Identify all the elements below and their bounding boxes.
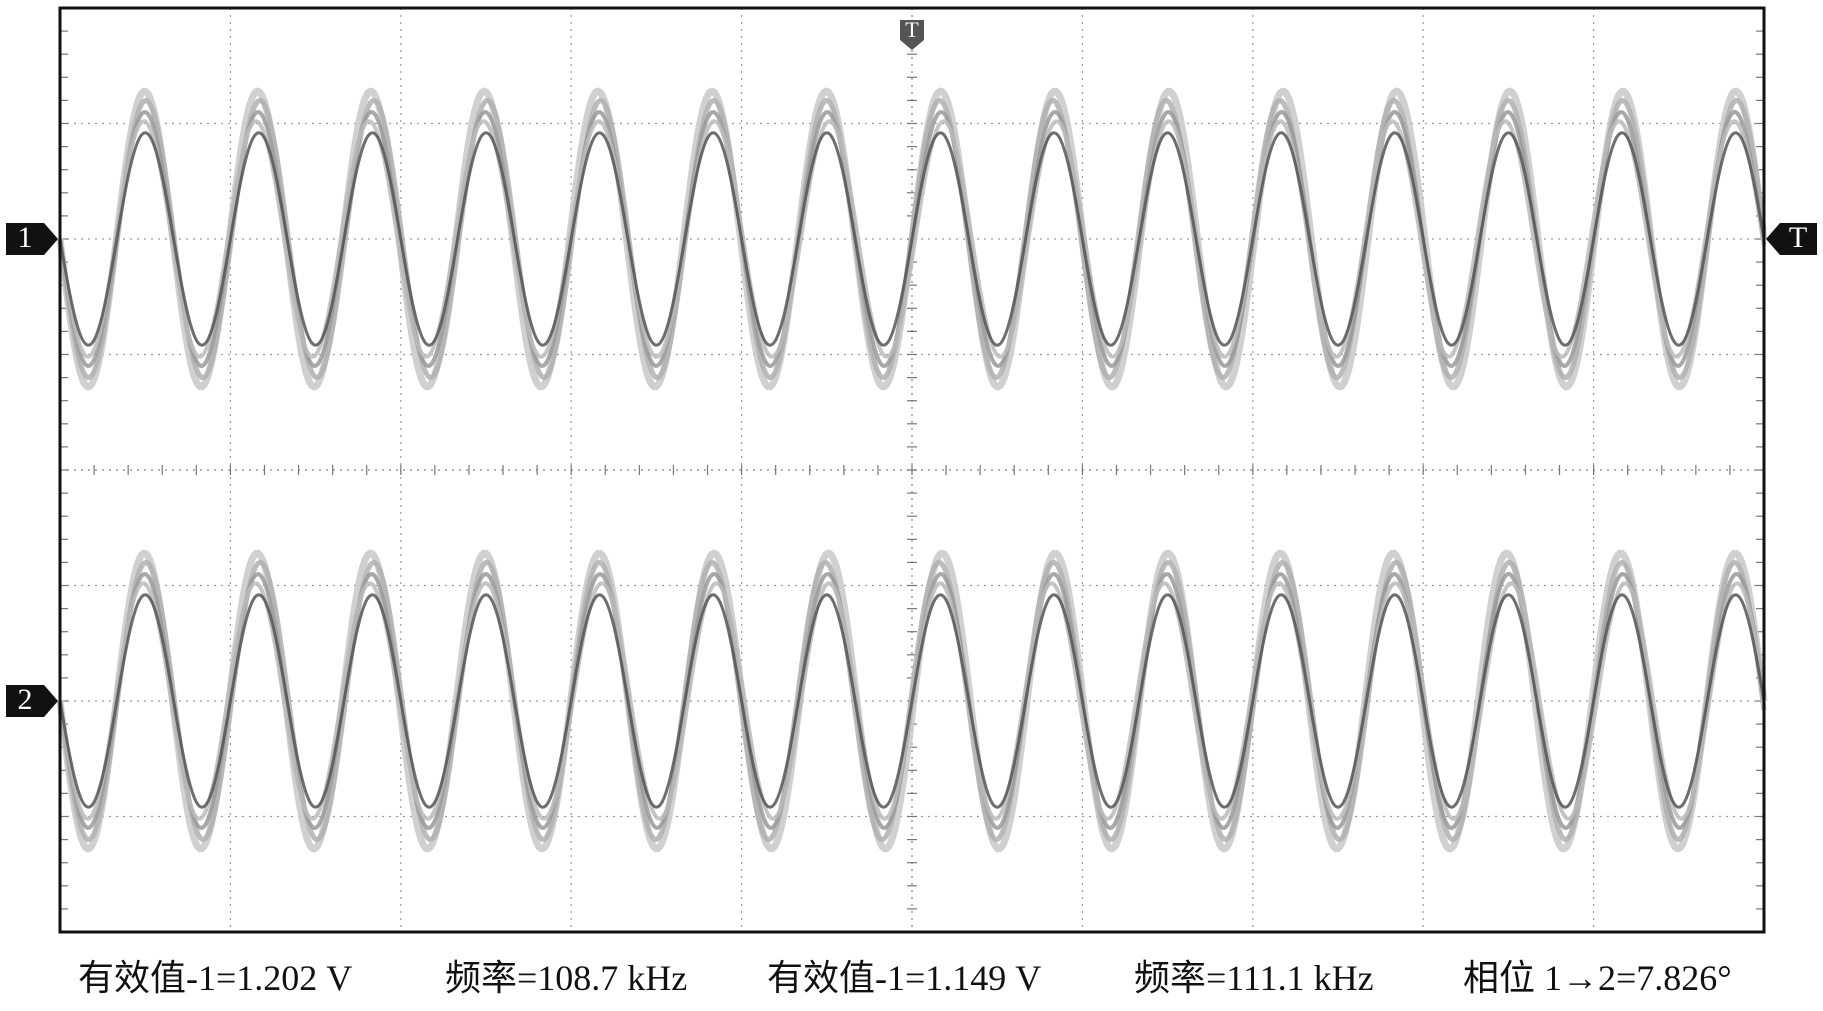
channel-1-marker: 1 bbox=[6, 221, 58, 255]
trigger-position-marker: T bbox=[900, 17, 924, 50]
waveforms bbox=[56, 87, 1768, 853]
marker-label: T bbox=[905, 17, 919, 42]
channel-2-marker: 2 bbox=[6, 683, 58, 717]
marker-label: T bbox=[1789, 221, 1807, 254]
measurement: 频率=108.7 kHz bbox=[445, 958, 687, 998]
screen-border bbox=[58, 6, 1766, 934]
waveform-trace bbox=[58, 593, 1766, 809]
measurement: 有效值-1=1.149 V bbox=[767, 958, 1041, 998]
marker-label: 1 bbox=[18, 221, 33, 254]
waveform-trace bbox=[58, 119, 1766, 359]
marker-label: 2 bbox=[18, 683, 33, 716]
measurement: 频率=111.1 kHz bbox=[1134, 958, 1374, 998]
measurement: 有效值-1=1.202 V bbox=[78, 958, 352, 998]
graticule bbox=[60, 8, 1764, 932]
waveform-trace bbox=[58, 131, 1766, 347]
measurement: 相位 1→2=7.826° bbox=[1463, 958, 1732, 998]
trigger-level-marker: T bbox=[1766, 221, 1817, 255]
